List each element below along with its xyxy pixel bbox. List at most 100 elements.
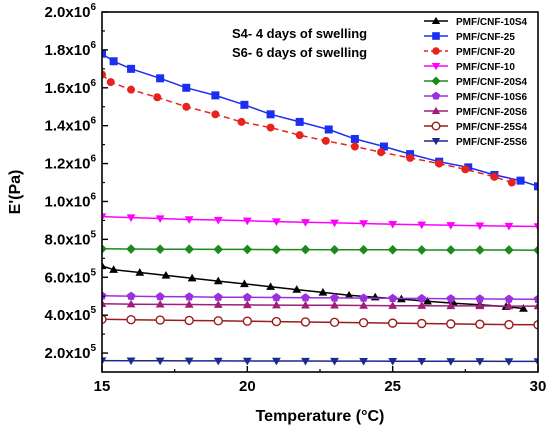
data-point xyxy=(504,301,514,310)
data-point xyxy=(358,318,369,328)
series-pmf-cnf-20s4 xyxy=(102,244,538,255)
legend-marker xyxy=(431,16,441,25)
data-point xyxy=(102,261,107,270)
data-point xyxy=(301,300,310,309)
data-point xyxy=(127,85,136,94)
series-line xyxy=(102,215,538,228)
data-point xyxy=(155,244,165,255)
y-tick-label: 1.8x106 xyxy=(45,40,97,59)
data-point xyxy=(533,301,538,310)
data-point xyxy=(184,315,194,326)
legend-marker xyxy=(431,121,441,131)
data-point xyxy=(102,70,106,79)
data-point xyxy=(102,357,107,366)
series-line xyxy=(102,295,538,300)
data-point xyxy=(106,78,115,87)
data-point xyxy=(504,222,514,231)
data-point xyxy=(359,357,368,366)
data-point xyxy=(213,216,223,225)
data-point xyxy=(272,218,281,226)
data-point xyxy=(507,178,516,187)
data-point xyxy=(519,304,528,312)
data-point xyxy=(271,244,282,255)
legend-label: PMF/CNF-20 xyxy=(456,47,515,58)
data-point xyxy=(211,110,220,119)
data-point xyxy=(240,100,249,109)
y-tick-label: 1.2x106 xyxy=(45,154,97,173)
data-point xyxy=(475,294,485,303)
data-point xyxy=(109,265,119,273)
data-point xyxy=(184,357,194,366)
legend-marker xyxy=(431,62,441,71)
data-point xyxy=(184,292,194,301)
legend-marker xyxy=(431,106,441,115)
data-point xyxy=(242,217,252,226)
data-point xyxy=(102,244,107,254)
data-point xyxy=(240,279,249,288)
data-point xyxy=(377,148,386,157)
legend-item: PMF/CNF-20 xyxy=(424,47,515,58)
legend-item: PMF/CNF-10S4 xyxy=(424,16,528,28)
data-point xyxy=(318,288,328,296)
data-point xyxy=(475,358,485,366)
data-point xyxy=(446,222,456,230)
data-point xyxy=(388,301,398,309)
data-point xyxy=(184,244,194,255)
data-point xyxy=(446,319,456,329)
data-point xyxy=(533,294,538,303)
data-point xyxy=(102,49,106,58)
data-point xyxy=(388,358,398,366)
y-tick-label: 8.0x105 xyxy=(45,229,97,248)
data-point xyxy=(301,357,310,366)
data-point xyxy=(350,142,359,151)
x-tick-label: 30 xyxy=(530,378,547,395)
data-point xyxy=(417,293,427,303)
series-line xyxy=(102,318,538,326)
data-point xyxy=(102,213,107,222)
data-point xyxy=(187,273,197,282)
data-point xyxy=(242,244,253,255)
data-point xyxy=(504,245,514,255)
legend-item: PMF/CNF-10S6 xyxy=(424,91,528,103)
data-point xyxy=(490,172,499,181)
data-point xyxy=(446,294,456,303)
data-point xyxy=(533,223,538,231)
data-point xyxy=(242,357,252,366)
data-point xyxy=(135,268,145,276)
data-point xyxy=(272,300,281,309)
x-tick-label: 20 xyxy=(239,378,256,395)
legend-marker xyxy=(431,137,441,146)
data-point xyxy=(271,316,282,327)
y-tick-label: 6.0x105 xyxy=(45,267,97,286)
data-point xyxy=(330,219,339,228)
data-point xyxy=(406,153,415,162)
data-point xyxy=(266,282,275,290)
legend-item: PMF/CNF-25S6 xyxy=(424,137,528,148)
data-point xyxy=(533,320,538,330)
data-point xyxy=(126,315,136,325)
y-tick-label: 4.0x105 xyxy=(45,305,97,324)
data-point xyxy=(344,290,354,299)
legend-item: PMF/CNF-25 xyxy=(424,32,515,43)
data-point xyxy=(461,165,470,174)
data-point xyxy=(417,301,427,309)
series-line xyxy=(102,53,538,188)
legend-label: PMF/CNF-10S4 xyxy=(456,17,528,28)
legend-label: PMF/CNF-25S4 xyxy=(456,122,528,133)
legend-label: PMF/CNF-10 xyxy=(456,62,515,73)
data-point xyxy=(324,125,333,134)
data-point xyxy=(213,244,224,255)
series-line xyxy=(102,359,538,363)
data-point xyxy=(504,319,514,330)
series-pmf-cnf-25s6 xyxy=(102,357,538,366)
data-point xyxy=(301,293,310,302)
series-pmf-cnf-10 xyxy=(102,213,538,231)
data-point xyxy=(533,245,538,255)
data-point xyxy=(182,83,191,92)
data-point xyxy=(330,357,339,366)
data-point xyxy=(330,293,339,302)
legend-marker xyxy=(432,47,440,55)
data-point xyxy=(126,299,136,308)
series-line xyxy=(102,73,513,184)
legend-item: PMF/CNF-10 xyxy=(424,62,515,73)
